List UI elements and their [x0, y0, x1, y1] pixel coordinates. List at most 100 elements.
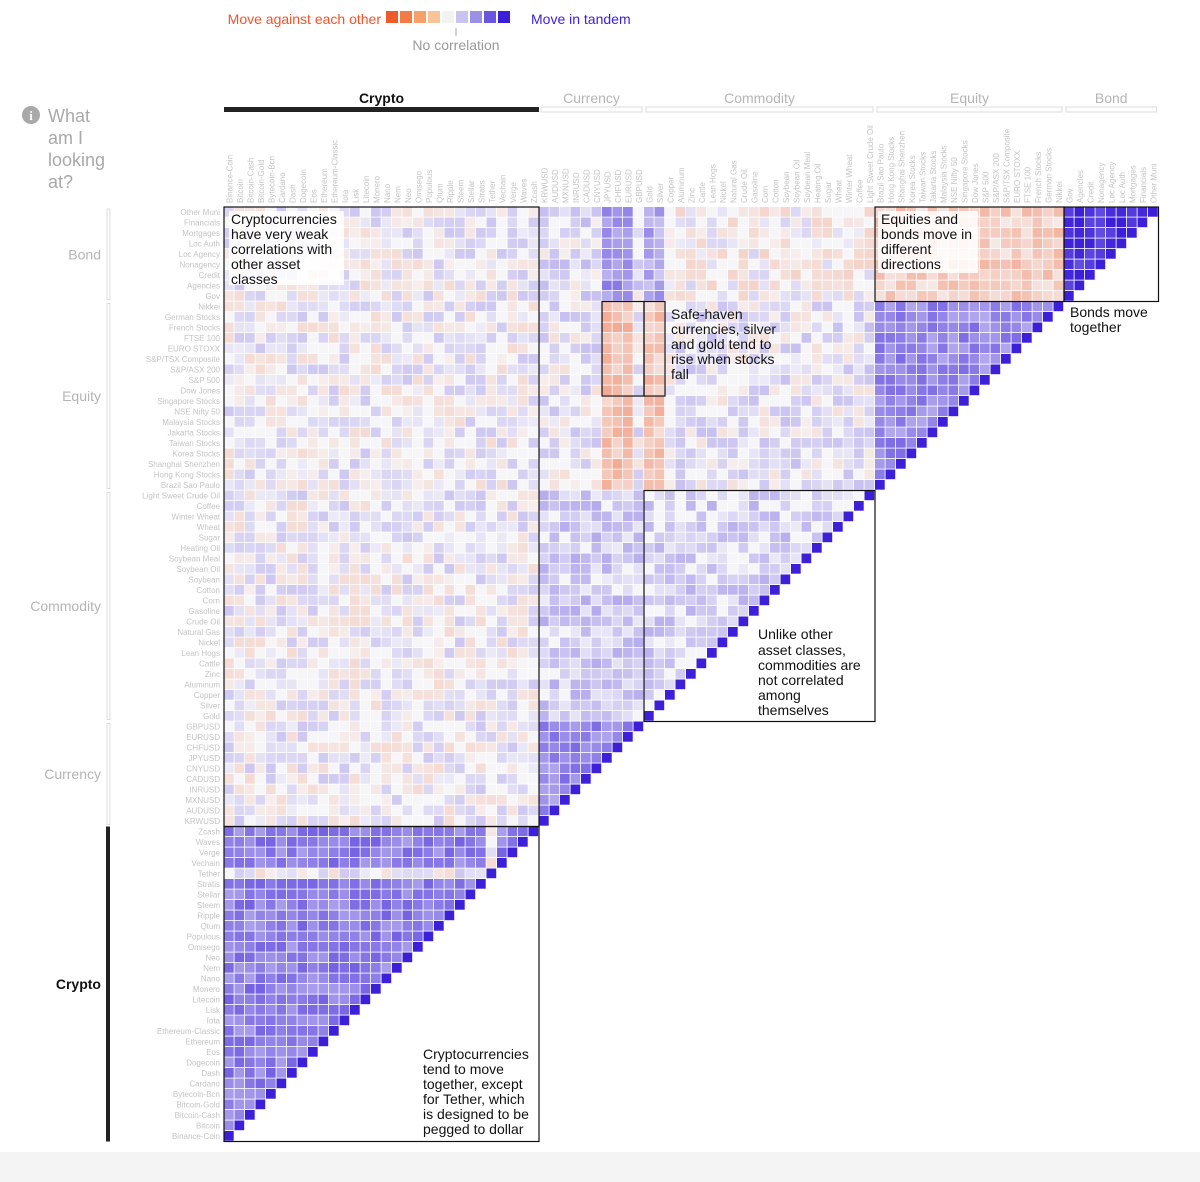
top-group-bar[interactable]: [876, 106, 1063, 113]
heatmap-cell: [549, 270, 560, 280]
top-group-bar[interactable]: [1065, 106, 1157, 113]
heatmap-cell: [318, 343, 329, 354]
heatmap-cell: [234, 774, 245, 784]
left-group-bar[interactable]: [106, 208, 111, 300]
heatmap-cell: [266, 1005, 276, 1015]
top-group-bar-active[interactable]: [224, 107, 539, 112]
left-group-label[interactable]: Currency: [44, 766, 101, 782]
heatmap-cell: [360, 616, 371, 627]
heatmap-cell: [948, 354, 959, 364]
heatmap-cell: [497, 312, 507, 322]
heatmap-cell: [434, 333, 444, 343]
top-group-label[interactable]: Equity: [950, 90, 989, 106]
heatmap-cell: [980, 228, 990, 238]
heatmap-cell: [990, 343, 1001, 354]
heatmap-cell: [717, 354, 728, 364]
info-icon[interactable]: [22, 106, 40, 124]
heatmap-cell: [927, 417, 938, 427]
help-line-2[interactable]: am I: [48, 128, 83, 148]
heatmap-cell: [654, 228, 665, 238]
heatmap-cell: [602, 354, 612, 364]
heatmap-cell: [539, 543, 549, 553]
top-group-label[interactable]: Bond: [1095, 90, 1128, 106]
heatmap-cell: [528, 301, 539, 312]
heatmap-cell: [465, 301, 476, 312]
left-group-bar[interactable]: [106, 303, 111, 489]
heatmap-cell: [360, 438, 371, 448]
heatmap-cell: [297, 994, 308, 1005]
heatmap-cell: [644, 669, 654, 679]
heatmap-cell: [234, 669, 245, 679]
heatmap-cell: [801, 322, 812, 333]
heatmap-cell: [287, 511, 297, 522]
heatmap-cell: [381, 459, 392, 469]
heatmap-cell: [465, 354, 476, 364]
heatmap-cell: [245, 354, 255, 364]
left-group-label[interactable]: Bond: [68, 246, 101, 262]
heatmap-cell: [707, 312, 717, 322]
heatmap-cell: [455, 427, 465, 438]
heatmap-cell: [812, 406, 822, 417]
heatmap-cell: [623, 312, 633, 322]
heatmap-cell: [518, 217, 528, 228]
heatmap-cell: [570, 522, 581, 532]
heatmap-cell: [339, 543, 350, 553]
top-group-label[interactable]: Crypto: [359, 90, 404, 106]
help-line-1[interactable]: What: [48, 106, 90, 126]
heatmap-cell: [423, 406, 434, 417]
annotation-line: asset classes,: [758, 642, 846, 658]
heatmap-cell: [413, 553, 423, 564]
heatmap-cell: [633, 511, 644, 522]
help-link[interactable]: i What am I looking at?: [22, 106, 105, 192]
heatmap-cell: [864, 480, 875, 490]
heatmap-cell: [528, 259, 539, 270]
heatmap-cell: [560, 427, 570, 438]
heatmap-cell: [675, 616, 686, 627]
heatmap-cell: [234, 816, 245, 826]
top-group-bar[interactable]: [540, 106, 643, 113]
left-group-label[interactable]: Commodity: [30, 598, 101, 614]
heatmap-cell: [791, 417, 801, 427]
heatmap-cell: [339, 354, 350, 364]
heatmap-cell: [392, 816, 402, 826]
heatmap-cell: [906, 385, 917, 396]
heatmap-cell: [854, 343, 864, 354]
heatmap-cell: [392, 931, 402, 942]
left-group-label[interactable]: Crypto: [56, 976, 101, 992]
heatmap-cell: [843, 417, 854, 427]
heatmap-cell: [297, 333, 308, 343]
row-tick-label: INRUSD: [189, 786, 220, 795]
heatmap-cell: [738, 448, 749, 459]
heatmap-cell: [528, 375, 539, 385]
heatmap-cell: [465, 270, 476, 280]
heatmap-cell: [266, 690, 276, 700]
left-group-label[interactable]: Equity: [62, 388, 101, 404]
heatmap-cell: [738, 564, 749, 574]
heatmap-cell: [224, 1099, 234, 1110]
heatmap-cell: [339, 795, 350, 805]
heatmap-cell: [1074, 270, 1085, 280]
top-group-bar[interactable]: [645, 106, 874, 113]
heatmap-cell: [392, 826, 402, 837]
heatmap-cell: [759, 501, 770, 511]
top-group-label[interactable]: Currency: [563, 90, 620, 106]
heatmap-cell: [717, 343, 728, 354]
left-group-bar[interactable]: [106, 492, 111, 720]
heatmap-cell: [560, 795, 570, 805]
heatmap-cell: [266, 490, 276, 501]
row-tick-label: KRWUSD: [185, 817, 221, 826]
heatmap-cell: [371, 700, 381, 711]
heatmap-cell: [570, 511, 581, 522]
left-group-bar[interactable]: [106, 723, 111, 825]
help-line-3[interactable]: looking: [48, 150, 105, 170]
heatmap-cell: [224, 774, 234, 784]
left-group-bar-active[interactable]: [106, 826, 110, 1142]
heatmap-cell: [413, 396, 423, 406]
heatmap-cell: [570, 228, 581, 238]
heatmap-cell: [728, 291, 738, 301]
help-line-4[interactable]: at?: [48, 172, 73, 192]
top-group-label[interactable]: Commodity: [724, 90, 795, 106]
heatmap-cell: [350, 375, 360, 385]
row-tick-label: Bitcoin: [196, 1122, 220, 1131]
heatmap-cell: [444, 207, 455, 217]
